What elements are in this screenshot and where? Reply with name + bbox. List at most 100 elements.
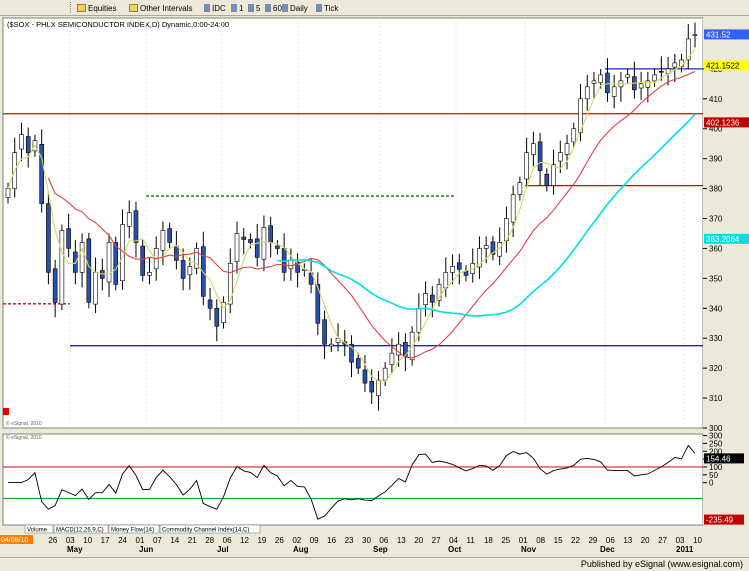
chart-svg[interactable]: ($SOX - PHLX SEMICONDUCTOR INDEX,D) Dyna… — [0, 16, 749, 554]
price-panel[interactable] — [2, 17, 704, 429]
candle-body — [638, 83, 644, 89]
time-tick-label: 21 — [188, 536, 197, 545]
time-tick-label: 13 — [623, 536, 632, 545]
toolbar-idc-button[interactable]: IDC — [203, 2, 227, 15]
toolbar-5-button[interactable]: 5 — [247, 2, 261, 15]
candle-body — [227, 263, 233, 305]
moving-average-line — [47, 70, 696, 359]
toolbar-grip[interactable] — [70, 2, 74, 13]
price-badge-label: 421.1522 — [706, 61, 740, 70]
indicator-panel[interactable] — [2, 433, 704, 526]
candle-body — [645, 80, 651, 88]
chart-area[interactable]: ($SOX - PHLX SEMICONDUCTOR INDEX,D) Dyna… — [0, 16, 749, 554]
candle-body — [564, 143, 570, 155]
time-tick-label: 02 — [292, 536, 301, 545]
toolbar-item-label: 60 — [273, 4, 282, 13]
time-tick-label: 28 — [205, 536, 214, 545]
time-tick-label: 01 — [519, 536, 528, 545]
indicator-tab-label: Money Flow(14) — [111, 528, 154, 534]
toolbar-equities-button[interactable]: Equities — [76, 2, 117, 15]
candle-body — [349, 343, 354, 363]
candle-body — [376, 379, 381, 396]
candle-body — [19, 134, 24, 150]
time-tick-label: 20 — [414, 536, 423, 545]
candle-body — [275, 245, 280, 249]
month-label: Jun — [139, 545, 153, 554]
status-bar: Published by eSignal (www.esignal.com) — [0, 557, 749, 571]
candle-body — [59, 230, 65, 305]
toolbar-item-label: Daily — [290, 4, 308, 13]
toolbar-item-label: Equities — [88, 4, 117, 13]
candle-body — [551, 164, 556, 186]
alert-marker[interactable] — [3, 408, 9, 415]
candle-body — [436, 284, 442, 301]
candle-body — [584, 86, 590, 100]
time-tick-label: 16 — [327, 536, 336, 545]
candle-body — [261, 227, 267, 260]
indicator-tab[interactable] — [24, 524, 54, 534]
time-tick-label: 17 — [101, 536, 110, 545]
candle-body — [234, 233, 240, 262]
interval-icon — [316, 4, 322, 12]
toolbar: Equities Other Intervals IDC 1 5 60 Daily Tick — [0, 0, 749, 16]
folder-icon — [129, 4, 138, 12]
ind-badge-label: 154.46 — [706, 454, 731, 463]
candle-body — [140, 245, 146, 276]
toolbar-tick-button[interactable]: Tick — [315, 2, 339, 15]
time-tick-label: 27 — [432, 536, 441, 545]
ind-badge — [704, 453, 744, 464]
candle-body — [241, 236, 247, 240]
candle-body — [268, 225, 273, 243]
candle-body — [221, 302, 226, 323]
ind-tick-label: 100 — [709, 463, 723, 472]
candle-body — [362, 369, 368, 384]
candle-body — [167, 228, 172, 243]
time-tick-label: 03 — [66, 536, 75, 545]
candle-body — [591, 80, 597, 84]
candle-body — [625, 74, 630, 78]
ind-badge-label: -235.49 — [706, 516, 734, 525]
candle-body — [611, 86, 617, 97]
price-tick-label: 410 — [709, 95, 723, 104]
price-tick-label: 370 — [709, 215, 723, 224]
candle-body — [517, 182, 523, 195]
candle-body — [483, 245, 489, 249]
price-badge — [704, 117, 749, 128]
price-badge — [704, 60, 749, 71]
toolbar-item-label: 1 — [239, 4, 244, 13]
candle-body — [524, 152, 529, 180]
candle-body — [174, 245, 179, 261]
price-tick-label: 330 — [709, 334, 723, 343]
candle-body — [477, 248, 482, 268]
price-badge-label: 431.52 — [706, 30, 731, 39]
toolbar-1-button[interactable]: 1 — [230, 2, 244, 15]
candle-body — [288, 260, 294, 270]
candle-body — [194, 248, 199, 269]
toolbar-other-intervals-button[interactable]: Other Intervals — [128, 2, 193, 15]
folder-icon — [77, 4, 86, 12]
candle-body — [66, 228, 71, 249]
price-tick-label: 400 — [709, 125, 723, 134]
indicator-tab[interactable] — [108, 524, 160, 534]
toolbar-item-label: Other Intervals — [140, 4, 193, 13]
price-tick-label: 320 — [709, 364, 723, 373]
candle-body — [25, 136, 31, 153]
chart-title: ($SOX - PHLX SEMICONDUCTOR INDEX,D) Dyna… — [7, 20, 229, 29]
price-tick-label: 360 — [709, 244, 723, 253]
candle-body — [147, 272, 152, 276]
toolbar-daily-button[interactable]: Daily — [281, 2, 309, 15]
time-tick-label: 10 — [83, 536, 92, 545]
ind-badge — [704, 514, 744, 525]
candle-body — [537, 141, 543, 171]
indicator-tab[interactable] — [159, 524, 261, 534]
time-tick-label: 11 — [467, 536, 476, 545]
indicator-tab[interactable] — [53, 524, 109, 534]
month-label: Nov — [521, 545, 537, 554]
ind-tick-label: 50 — [709, 471, 718, 480]
time-tick-label: 06 — [606, 536, 615, 545]
moving-average-line — [7, 48, 696, 382]
time-tick-label: 04 — [449, 536, 458, 545]
price-axis-bg — [703, 18, 749, 428]
candle-body — [652, 74, 657, 82]
toolbar-60-button[interactable]: 60 — [264, 2, 283, 15]
